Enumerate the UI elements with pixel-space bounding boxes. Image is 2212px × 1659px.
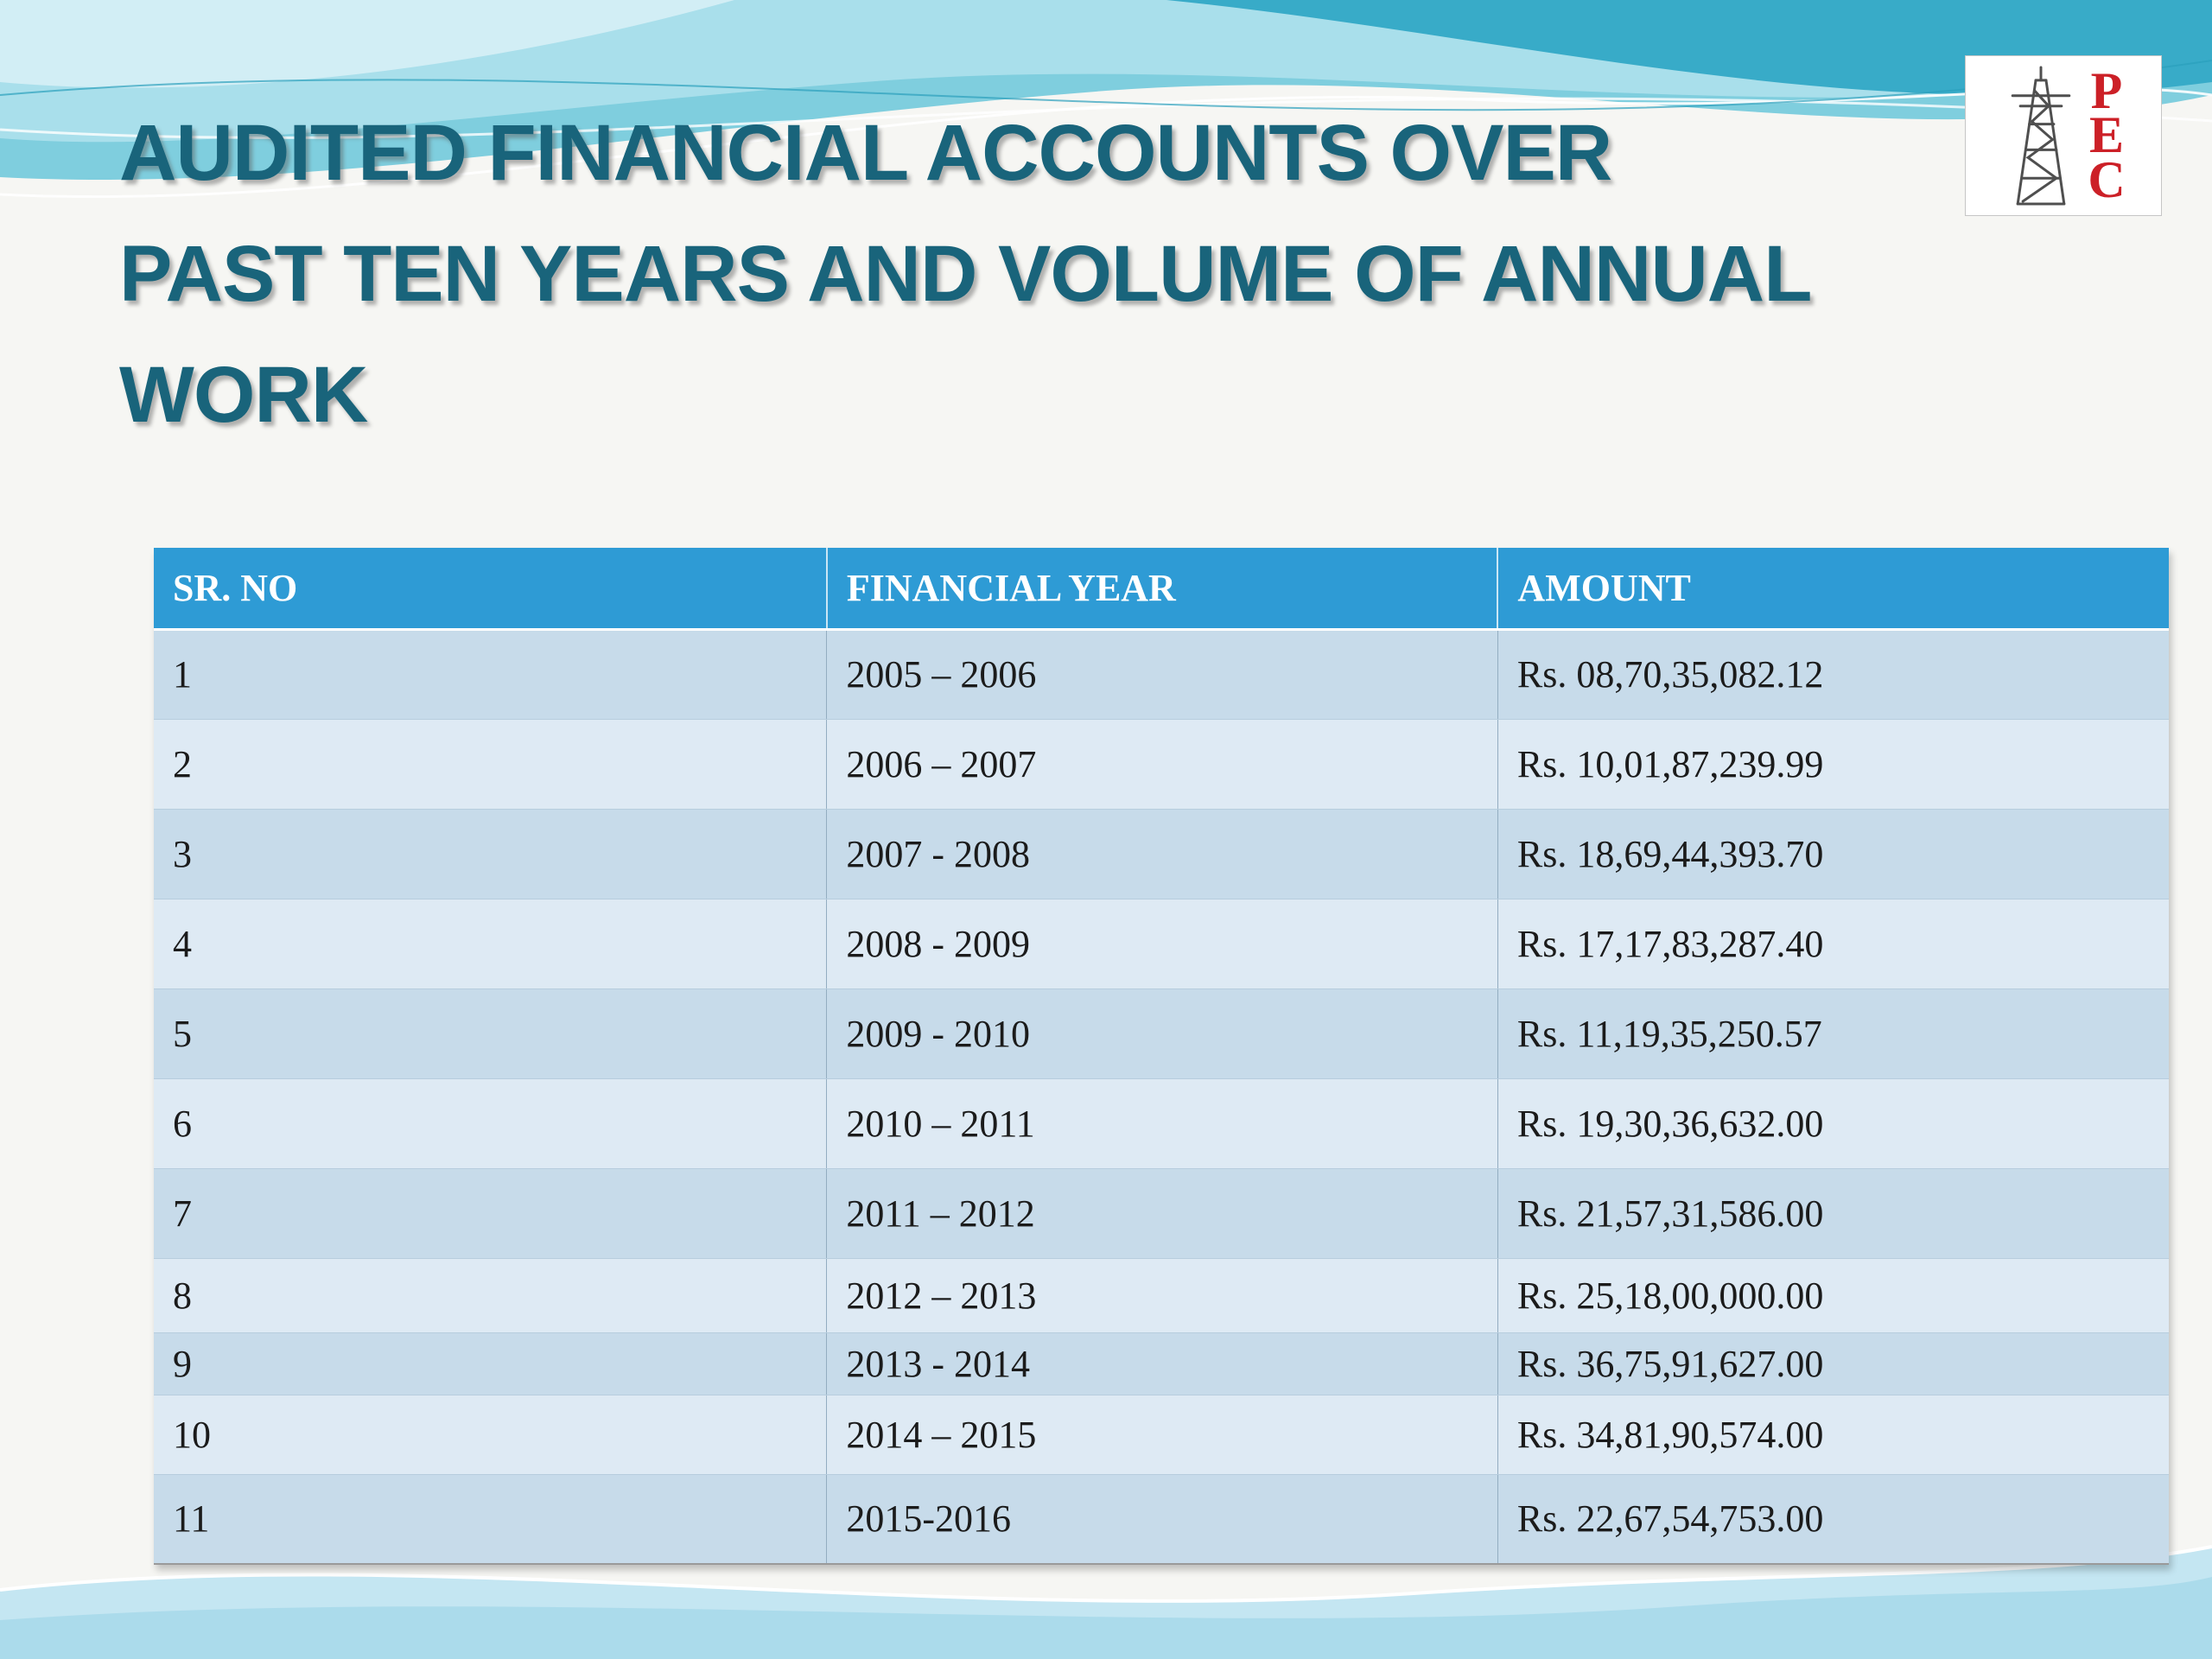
table-row: 7 2011 – 2012 Rs. 21,57,31,586.00: [154, 1168, 2169, 1259]
pec-logo-letters: P E C: [2088, 61, 2126, 208]
table-row: 4 2008 - 2009 Rs. 17,17,83,287.40: [154, 899, 2169, 989]
table-cell-sr: 1: [154, 629, 827, 720]
pec-logo-letter-e: E: [2088, 106, 2125, 164]
table-row: 5 2009 - 2010 Rs. 11,19,35,250.57: [154, 988, 2169, 1079]
slide-title: AUDITED FINANCIAL ACCOUNTS OVER PAST TEN…: [119, 93, 1968, 455]
table-cell-amount: Rs. 21,57,31,586.00: [1497, 1168, 2169, 1259]
table-row: 3 2007 - 2008 Rs. 18,69,44,393.70: [154, 809, 2169, 899]
table-cell-year: 2014 – 2015: [826, 1395, 1498, 1475]
header-amount: AMOUNT: [1497, 548, 2169, 631]
table-cell-amount: Rs. 25,18,00,000.00: [1497, 1258, 2169, 1333]
table-cell-sr: 7: [154, 1168, 827, 1259]
table-row: 11 2015-2016 Rs. 22,67,54,753.00: [154, 1474, 2169, 1565]
table-row: 6 2010 – 2011 Rs. 19,30,36,632.00: [154, 1078, 2169, 1169]
table-cell-year: 2015-2016: [826, 1474, 1498, 1565]
table-cell-year: 2008 - 2009: [826, 899, 1498, 989]
table-cell-sr: 8: [154, 1258, 827, 1333]
table-cell-year: 2012 – 2013: [826, 1258, 1498, 1333]
table-cell-year: 2013 - 2014: [826, 1332, 1498, 1395]
transmission-tower-icon: [2012, 66, 2071, 206]
table-cell-sr: 3: [154, 809, 827, 899]
table-cell-sr: 2: [154, 719, 827, 810]
table-row: 10 2014 – 2015 Rs. 34,81,90,574.00: [154, 1395, 2169, 1475]
table-cell-sr: 9: [154, 1332, 827, 1395]
table-cell-amount: Rs. 18,69,44,393.70: [1497, 809, 2169, 899]
table-cell-amount: Rs. 10,01,87,239.99: [1497, 719, 2169, 810]
table-cell-year: 2006 – 2007: [826, 719, 1498, 810]
slide-title-line-3: WORK: [119, 350, 368, 439]
header-sr-no: SR. NO: [154, 548, 827, 631]
financial-accounts-table-wrap: SR. NO FINANCIAL YEAR AMOUNT 1 2005 – 200…: [154, 548, 2169, 1565]
table-cell-amount: Rs. 22,67,54,753.00: [1497, 1474, 2169, 1565]
table-cell-sr: 6: [154, 1078, 827, 1169]
slide-title-line-1: AUDITED FINANCIAL ACCOUNTS OVER: [119, 109, 1612, 197]
table-body: 1 2005 – 2006 Rs. 08,70,35,082.12 2 2006 – 2…: [154, 629, 2169, 1565]
table-cell-sr: 10: [154, 1395, 827, 1475]
table-cell-year: 2011 – 2012: [826, 1168, 1498, 1259]
bottom-wave-decoration: [0, 1545, 2212, 1659]
table-cell-year: 2007 - 2008: [826, 809, 1498, 899]
pec-logo-letter-p: P: [2090, 61, 2123, 119]
table-cell-amount: Rs. 11,19,35,250.57: [1497, 988, 2169, 1079]
table-cell-amount: Rs. 17,17,83,287.40: [1497, 899, 2169, 989]
table-row: 2 2006 – 2007 Rs. 10,01,87,239.99: [154, 719, 2169, 810]
table-cell-year: 2010 – 2011: [826, 1078, 1498, 1169]
slide-title-line-2: PAST TEN YEARS AND VOLUME OF ANNUAL: [119, 229, 1812, 318]
table-cell-amount: Rs. 08,70,35,082.12: [1497, 629, 2169, 720]
table-cell-sr: 4: [154, 899, 827, 989]
table-cell-amount: Rs. 19,30,36,632.00: [1497, 1078, 2169, 1169]
table-cell-year: 2009 - 2010: [826, 988, 1498, 1079]
table-cell-year: 2005 – 2006: [826, 629, 1498, 720]
pec-logo: P E C: [1965, 55, 2162, 216]
financial-accounts-table: SR. NO FINANCIAL YEAR AMOUNT 1 2005 – 200…: [154, 548, 2169, 1565]
pec-logo-letter-c: C: [2088, 150, 2126, 208]
table-cell-amount: Rs. 36,75,91,627.00: [1497, 1332, 2169, 1395]
header-financial-year: FINANCIAL YEAR: [825, 548, 1498, 631]
table-cell-sr: 11: [154, 1474, 827, 1565]
table-cell-sr: 5: [154, 988, 827, 1079]
table-row: 8 2012 – 2013 Rs. 25,18,00,000.00: [154, 1258, 2169, 1333]
table-header-row: SR. NO FINANCIAL YEAR AMOUNT: [154, 548, 2169, 631]
table-row: 9 2013 - 2014 Rs. 36,75,91,627.00: [154, 1332, 2169, 1395]
table-cell-amount: Rs. 34,81,90,574.00: [1497, 1395, 2169, 1475]
table-row: 1 2005 – 2006 Rs. 08,70,35,082.12: [154, 629, 2169, 720]
top-wave-decoration: [0, 0, 2212, 199]
